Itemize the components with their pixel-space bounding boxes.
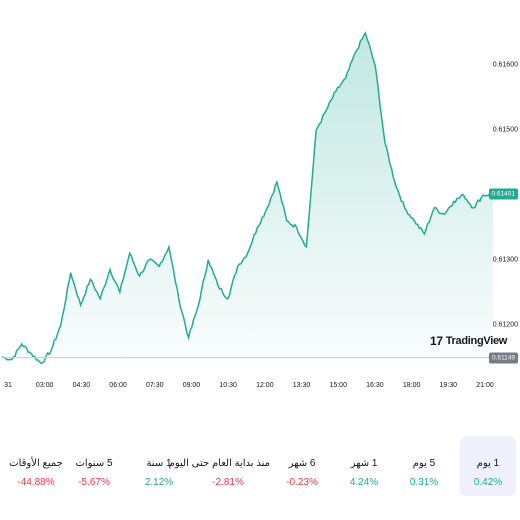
period-option[interactable]: 6 شهر -0.23%: [274, 440, 330, 492]
price-tick-label: 0.61500: [492, 126, 518, 134]
time-tick-label: 13:30: [292, 382, 311, 389]
period-option[interactable]: منذ بداية العام حتى اليوم -2.81%: [168, 440, 270, 492]
period-label: 5 سنوات: [75, 458, 113, 469]
period-change-value: -5.67%: [78, 477, 110, 488]
period-label: 6 شهر: [288, 458, 316, 469]
time-tick-label: 31: [4, 382, 12, 389]
time-tick-label: 03:00: [35, 382, 54, 389]
period-change-value: -44.88%: [17, 477, 55, 488]
time-tick-label: 15:00: [329, 382, 347, 389]
period-label: منذ بداية العام حتى اليوم: [168, 458, 270, 469]
period-change-value: 0.42%: [473, 477, 503, 488]
tradingview-logo[interactable]: 17 TradingView: [430, 334, 507, 348]
time-tick-label: 10:30: [219, 382, 237, 389]
chart-canvas[interactable]: [0, 0, 520, 400]
period-option[interactable]: 1 شهر 4.24%: [336, 440, 392, 492]
price-chart[interactable]: 0.61600 0.61500 0.61300 0.61200 0.61401 0.611…: [0, 0, 520, 400]
base-price-badge: 0.61149: [488, 352, 518, 364]
period-change-value: -2.81%: [212, 477, 244, 488]
period-label: 1 شهر: [350, 458, 378, 469]
time-tick-label: 12:00: [256, 382, 274, 389]
time-tick-label: 07:30: [146, 382, 164, 389]
price-tick-label: 0.61600: [492, 61, 518, 69]
period-option[interactable]: 1 يوم 0.42%: [460, 436, 516, 496]
period-change-value: 2.12%: [144, 477, 174, 488]
period-option[interactable]: 5 يوم 0.31%: [396, 440, 452, 492]
time-tick-label: 16:30: [366, 382, 384, 389]
current-price-badge: 0.61401: [488, 188, 518, 200]
time-tick-label: 06:00: [109, 382, 127, 389]
time-tick-label: 09:00: [182, 382, 201, 389]
period-option[interactable]: جميع الأوقات -44.88%: [8, 440, 64, 492]
price-tick-label: 0.61300: [492, 256, 518, 264]
period-change-value: -0.23%: [286, 477, 318, 488]
time-tick-label: 18:00: [402, 382, 421, 389]
price-line: [1, 31, 494, 365]
period-label: 1 يوم: [476, 458, 500, 469]
time-tick-label: 19:30: [439, 382, 458, 389]
period-label: 1 سنة: [146, 458, 172, 469]
price-tick-label: 0.61200: [492, 321, 518, 329]
period-change-value: 0.31%: [409, 477, 439, 488]
period-selector: جميع الأوقات -44.88% 5 سنوات -5.67% 1 سنة 2.1…: [0, 436, 520, 520]
time-tick-label: 21:00: [476, 382, 494, 389]
period-change-value: 4.24%: [349, 477, 379, 488]
period-label: 5 يوم: [412, 458, 436, 469]
period-label: جميع الأوقات: [9, 458, 63, 469]
time-tick-label: 04:30: [72, 382, 91, 389]
tradingview-mark-icon: 17: [430, 334, 443, 348]
period-option[interactable]: 1 سنة 2.12%: [131, 440, 187, 492]
tradingview-wordmark: TradingView: [445, 335, 508, 347]
price-area-fill: [2, 33, 493, 364]
period-option[interactable]: 5 سنوات -5.67%: [66, 440, 122, 492]
